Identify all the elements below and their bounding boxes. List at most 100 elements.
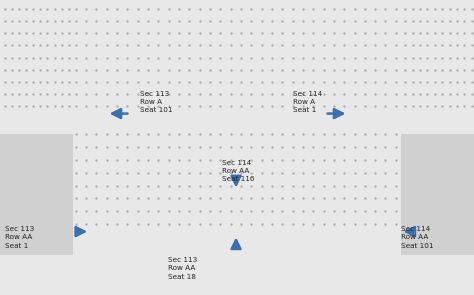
Point bbox=[58, 104, 65, 109]
Point bbox=[401, 31, 409, 36]
Point bbox=[103, 171, 110, 175]
Point bbox=[382, 222, 389, 227]
Point bbox=[144, 19, 152, 23]
Point bbox=[247, 55, 255, 60]
Point bbox=[82, 132, 90, 137]
Point bbox=[340, 6, 348, 11]
Point bbox=[340, 43, 348, 48]
Point bbox=[113, 19, 121, 23]
Bar bbox=[401, 134, 474, 255]
Point bbox=[36, 92, 44, 96]
Point bbox=[72, 55, 80, 60]
Point bbox=[134, 158, 142, 162]
Point bbox=[82, 158, 90, 162]
Point bbox=[392, 222, 400, 227]
Point bbox=[468, 19, 474, 23]
Point bbox=[401, 6, 409, 11]
Point bbox=[227, 222, 235, 227]
Point bbox=[186, 6, 193, 11]
Point bbox=[401, 92, 409, 96]
Point bbox=[278, 222, 286, 227]
Point bbox=[103, 132, 110, 137]
Point bbox=[124, 209, 131, 214]
Point bbox=[361, 19, 369, 23]
Point bbox=[103, 222, 110, 227]
Point bbox=[460, 55, 468, 60]
Point bbox=[134, 196, 142, 201]
Point bbox=[165, 196, 173, 201]
Point bbox=[237, 158, 245, 162]
Point bbox=[44, 104, 51, 109]
Point bbox=[237, 196, 245, 201]
Point bbox=[424, 79, 431, 84]
Point bbox=[72, 19, 80, 23]
Point bbox=[93, 43, 100, 48]
Point bbox=[22, 43, 30, 48]
Point bbox=[289, 31, 296, 36]
Point bbox=[330, 222, 337, 227]
Point bbox=[268, 104, 276, 109]
Point bbox=[134, 183, 142, 188]
Point bbox=[409, 19, 417, 23]
Text: Sec 113
Row A
Seat 101: Sec 113 Row A Seat 101 bbox=[140, 91, 173, 113]
Point bbox=[382, 196, 389, 201]
Point bbox=[155, 209, 162, 214]
Point bbox=[155, 222, 162, 227]
Point bbox=[8, 92, 16, 96]
Point bbox=[351, 67, 358, 72]
Point bbox=[247, 209, 255, 214]
Point bbox=[460, 104, 468, 109]
Point bbox=[392, 79, 400, 84]
Point bbox=[51, 6, 58, 11]
Point bbox=[289, 19, 296, 23]
Point bbox=[278, 158, 286, 162]
Point bbox=[8, 104, 16, 109]
Point bbox=[103, 196, 110, 201]
Point bbox=[72, 158, 80, 162]
Point bbox=[446, 19, 453, 23]
Point bbox=[409, 67, 417, 72]
Point bbox=[82, 79, 90, 84]
Point bbox=[175, 132, 183, 137]
Point bbox=[82, 55, 90, 60]
Point bbox=[217, 55, 224, 60]
Point bbox=[113, 171, 121, 175]
Point bbox=[409, 6, 417, 11]
Point bbox=[392, 19, 400, 23]
Point bbox=[416, 67, 424, 72]
Point bbox=[361, 55, 369, 60]
Point bbox=[268, 196, 276, 201]
Point bbox=[320, 92, 328, 96]
Point bbox=[392, 104, 400, 109]
Point bbox=[103, 31, 110, 36]
Point bbox=[144, 92, 152, 96]
Point bbox=[134, 209, 142, 214]
Point bbox=[124, 19, 131, 23]
Point bbox=[320, 31, 328, 36]
Point bbox=[371, 92, 379, 96]
Point bbox=[320, 132, 328, 137]
Point bbox=[371, 43, 379, 48]
Point bbox=[93, 31, 100, 36]
Point bbox=[392, 196, 400, 201]
Point bbox=[15, 31, 23, 36]
Point bbox=[278, 67, 286, 72]
Point bbox=[382, 67, 389, 72]
Point bbox=[103, 19, 110, 23]
Point bbox=[103, 158, 110, 162]
Point bbox=[44, 92, 51, 96]
Point bbox=[144, 67, 152, 72]
Point bbox=[460, 19, 468, 23]
Point bbox=[1, 31, 9, 36]
Point bbox=[196, 6, 203, 11]
Point bbox=[134, 171, 142, 175]
Point bbox=[165, 67, 173, 72]
Point bbox=[175, 6, 183, 11]
Point bbox=[431, 104, 438, 109]
Point bbox=[278, 31, 286, 36]
Point bbox=[382, 183, 389, 188]
Point bbox=[310, 132, 317, 137]
Point bbox=[468, 31, 474, 36]
Point bbox=[186, 104, 193, 109]
Point bbox=[310, 67, 317, 72]
